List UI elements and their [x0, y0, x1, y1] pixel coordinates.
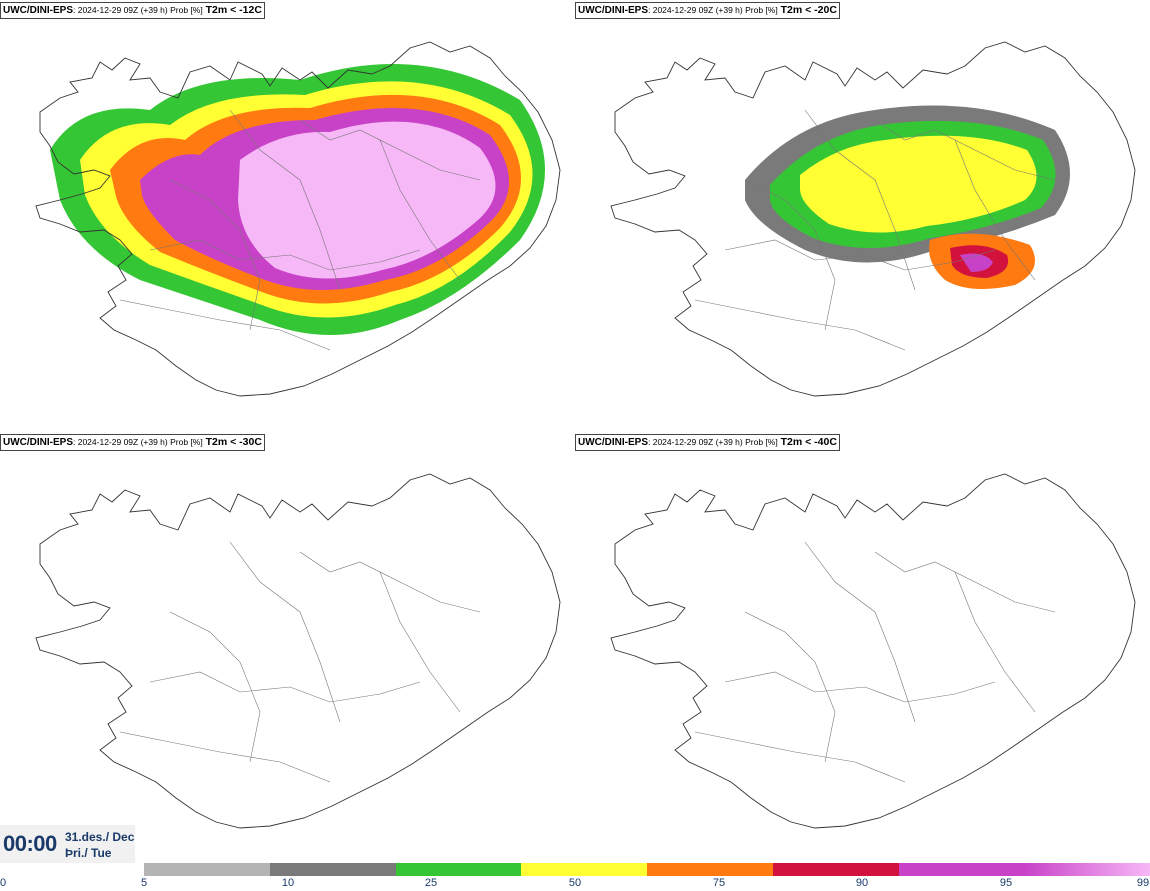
region-border	[379, 139, 461, 281]
region-border	[299, 551, 481, 613]
probability-area	[800, 135, 1037, 233]
colorbar-tick-label: 95	[999, 877, 1013, 889]
region-border	[169, 179, 261, 331]
region-border	[119, 731, 331, 783]
region-border	[874, 551, 1056, 613]
colorbar-ticks: 0 5 10 25 50 75 90 95 99	[0, 877, 1150, 891]
iceland-map	[610, 41, 1136, 397]
region-border	[804, 541, 916, 723]
map-panel-minus12: UWC/DINI-EPS: 2024-12-29 09Z (+39 h) Pro…	[0, 0, 575, 432]
coastline	[610, 41, 1136, 397]
region-border	[724, 239, 996, 271]
valid-weekday: Þri./ Tue	[65, 846, 112, 860]
region-border	[229, 541, 341, 723]
region-border	[804, 109, 916, 291]
probability-colorbar	[144, 863, 1150, 876]
region-border	[379, 571, 461, 713]
colorbar-segment	[269, 863, 396, 876]
panel-title: UWC/DINI-EPS: 2024-12-29 09Z (+39 h) Pro…	[575, 434, 840, 451]
colorbar-tick-label: 0	[0, 877, 7, 889]
map-panel-minus40: UWC/DINI-EPS: 2024-12-29 09Z (+39 h) Pro…	[575, 432, 1150, 864]
colorbar-tick-label: 10	[281, 877, 295, 889]
region-border	[149, 671, 421, 703]
valid-time: 00:00	[3, 831, 57, 856]
valid-date: 31.des./ Dec	[65, 830, 135, 844]
colorbar-tick-label: 5	[140, 877, 148, 889]
panel-title: UWC/DINI-EPS: 2024-12-29 09Z (+39 h) Pro…	[0, 2, 265, 19]
region-border	[744, 611, 836, 763]
region-border	[954, 571, 1036, 713]
region-border	[149, 239, 421, 271]
colorbar-segment	[772, 863, 899, 876]
iceland-map	[35, 41, 561, 397]
region-border	[874, 119, 1056, 181]
region-border	[724, 671, 996, 703]
colorbar-segment	[395, 863, 522, 876]
coastline	[35, 41, 561, 397]
colorbar-segment	[521, 863, 647, 876]
colorbar-segment	[144, 863, 270, 876]
coastline	[35, 473, 561, 829]
map-panel-minus30: UWC/DINI-EPS: 2024-12-29 09Z (+39 h) Pro…	[0, 432, 575, 864]
region-border	[119, 299, 331, 351]
colorbar-segment	[647, 863, 773, 876]
valid-time-box: 00:00 31.des./ Dec Þri./ Tue	[0, 825, 135, 863]
iceland-map	[35, 473, 561, 829]
colorbar-segment	[1024, 863, 1150, 876]
colorbar-tick-label: 99	[1136, 877, 1150, 889]
panel-title: UWC/DINI-EPS: 2024-12-29 09Z (+39 h) Pro…	[575, 2, 840, 19]
probability-area	[238, 121, 496, 279]
coastline	[610, 473, 1136, 829]
region-border	[169, 611, 261, 763]
iceland-map	[610, 473, 1136, 829]
region-border	[694, 731, 906, 783]
region-border	[229, 109, 341, 291]
panel-title: UWC/DINI-EPS: 2024-12-29 09Z (+39 h) Pro…	[0, 434, 265, 451]
region-border	[694, 299, 906, 351]
region-border	[299, 119, 481, 181]
colorbar-tick-label: 50	[568, 877, 582, 889]
region-border	[744, 179, 836, 331]
colorbar-segment	[898, 863, 1025, 876]
colorbar-tick-label: 90	[855, 877, 869, 889]
region-border	[954, 139, 1036, 281]
colorbar-tick-label: 75	[712, 877, 726, 889]
colorbar-tick-label: 25	[424, 877, 438, 889]
map-panel-minus20: UWC/DINI-EPS: 2024-12-29 09Z (+39 h) Pro…	[575, 0, 1150, 432]
